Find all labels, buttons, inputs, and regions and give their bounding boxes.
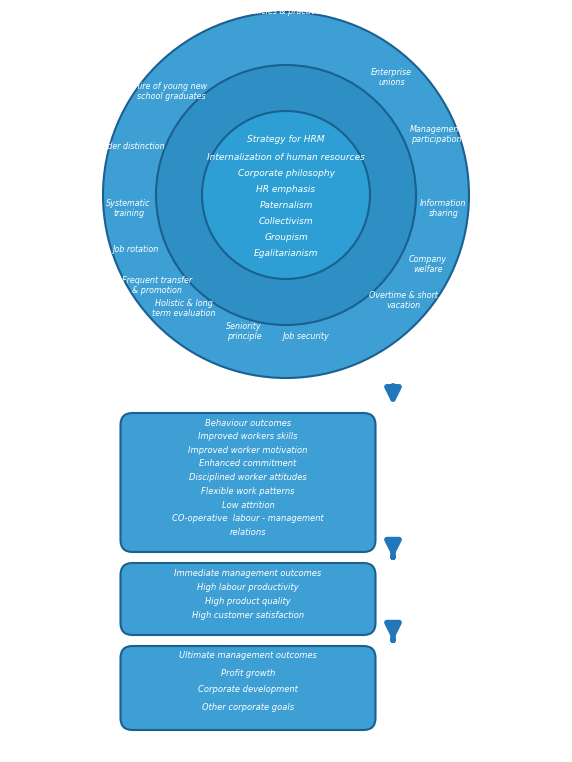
FancyBboxPatch shape xyxy=(121,563,375,635)
Text: Corporate philosophy: Corporate philosophy xyxy=(237,168,335,178)
Text: Corporate development: Corporate development xyxy=(198,686,298,694)
Text: Flexible work patterns: Flexible work patterns xyxy=(201,487,295,496)
Text: Hire of young new
school graduates: Hire of young new school graduates xyxy=(134,82,208,101)
Text: Other corporate goals: Other corporate goals xyxy=(202,703,294,712)
Circle shape xyxy=(103,12,469,378)
Text: High customer satisfaction: High customer satisfaction xyxy=(192,610,304,620)
Text: Improved worker motivation: Improved worker motivation xyxy=(188,446,308,455)
Text: Immediate management outcomes: Immediate management outcomes xyxy=(174,568,321,578)
Text: Ultimate management outcomes: Ultimate management outcomes xyxy=(179,652,317,661)
Text: Job rotation: Job rotation xyxy=(113,245,159,255)
Text: Company
welfare: Company welfare xyxy=(409,255,447,274)
Text: Egalitarianism: Egalitarianism xyxy=(254,248,318,258)
Text: CO-operative  labour - management: CO-operative labour - management xyxy=(172,514,324,523)
Text: Strategy for HRM: Strategy for HRM xyxy=(247,136,325,145)
Text: Management
participation: Management participation xyxy=(410,125,463,144)
Text: Seniority
principle: Seniority principle xyxy=(227,322,262,341)
Text: Systematic
training: Systematic training xyxy=(106,199,151,219)
FancyBboxPatch shape xyxy=(121,646,375,730)
Text: Policies & practices: Policies & practices xyxy=(247,8,325,17)
Text: Job security: Job security xyxy=(283,332,329,341)
Text: Overtime & short
vacation: Overtime & short vacation xyxy=(369,291,438,310)
Circle shape xyxy=(202,111,370,279)
Text: Paternalism: Paternalism xyxy=(259,200,313,210)
Text: Behaviour outcomes: Behaviour outcomes xyxy=(205,418,291,427)
Text: Collectivism: Collectivism xyxy=(259,216,313,226)
Text: Improved workers skills: Improved workers skills xyxy=(198,432,298,441)
Text: Gender distinction: Gender distinction xyxy=(92,142,165,152)
Text: High product quality: High product quality xyxy=(205,597,291,606)
Text: Internalization of human resources: Internalization of human resources xyxy=(207,153,365,162)
Text: High labour productivity: High labour productivity xyxy=(197,582,299,591)
Text: Information
sharing: Information sharing xyxy=(420,199,467,219)
Text: Disciplined worker attitudes: Disciplined worker attitudes xyxy=(189,473,307,482)
Text: Profit growth: Profit growth xyxy=(221,668,275,677)
Text: Enhanced commitment: Enhanced commitment xyxy=(200,459,297,469)
Text: Holistic & long
term evaluation: Holistic & long term evaluation xyxy=(152,299,216,319)
Text: HR emphasis: HR emphasis xyxy=(256,184,316,194)
Circle shape xyxy=(156,65,416,325)
Text: Groupism: Groupism xyxy=(264,232,308,242)
Text: relations: relations xyxy=(230,528,266,537)
Text: Frequent transfer
& promotion: Frequent transfer & promotion xyxy=(121,276,192,296)
FancyBboxPatch shape xyxy=(121,413,375,552)
Text: Enterprise
unions: Enterprise unions xyxy=(371,68,412,88)
Text: Low attrition: Low attrition xyxy=(221,501,275,510)
